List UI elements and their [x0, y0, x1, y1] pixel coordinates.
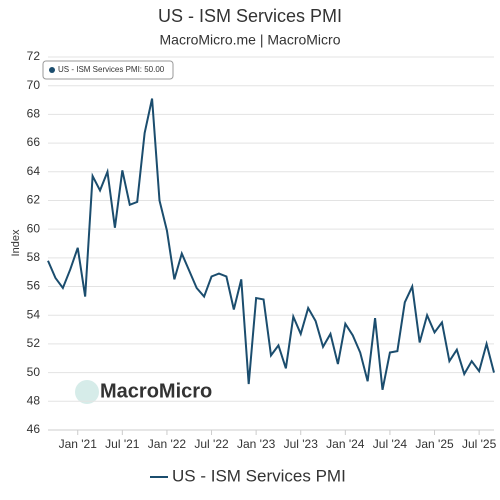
- legend-label[interactable]: US - ISM Services PMI: [172, 466, 346, 485]
- y-axis-label: Index: [10, 229, 22, 256]
- x-tick-label: Jul '21: [105, 437, 140, 451]
- y-tick-label: 56: [27, 279, 41, 293]
- plot-area: 46 48 50 52 54 56 58 60 62 64 66 68 70 72 Jan '21 Jul '…: [27, 49, 497, 451]
- y-tick-label: 52: [27, 336, 41, 350]
- y-tick-label: 64: [27, 164, 41, 178]
- y-tick-label: 58: [27, 250, 41, 264]
- x-tick-label: Jul '24: [373, 437, 408, 451]
- watermark-logo: [75, 380, 99, 404]
- chart-subtitle: MacroMicro.me | MacroMicro: [160, 32, 341, 48]
- x-tick-label: Jul '22: [194, 437, 229, 451]
- y-tick-label: 66: [27, 135, 41, 149]
- x-tick-label: Jan '22: [148, 437, 187, 451]
- y-tick-label: 46: [27, 422, 41, 436]
- info-box-marker: [49, 67, 55, 73]
- x-tick-label: Jul '23: [284, 437, 319, 451]
- y-tick-label: 68: [27, 107, 41, 121]
- y-tick-label: 72: [27, 49, 41, 63]
- info-box: [42, 60, 174, 80]
- y-tick-label: 48: [27, 393, 41, 407]
- y-tick-label: 60: [27, 221, 41, 235]
- y-tick-label: 50: [27, 365, 41, 379]
- x-tick-label: Jan '25: [415, 437, 454, 451]
- y-tick-label: 54: [27, 307, 41, 321]
- x-tick-label: Jul '25: [462, 437, 497, 451]
- watermark: MacroMicro: [100, 380, 212, 402]
- y-tick-label: 70: [27, 78, 41, 92]
- x-tick-label: Jan '21: [59, 437, 98, 451]
- info-box-text: US - ISM Services PMI: 50.00: [58, 65, 165, 74]
- x-tick-label: Jan '24: [326, 437, 365, 451]
- x-tick-label: Jan '23: [237, 437, 276, 451]
- y-tick-label: 62: [27, 193, 41, 207]
- line-series: [47, 98, 495, 391]
- chart-title: US - ISM Services PMI: [158, 6, 342, 26]
